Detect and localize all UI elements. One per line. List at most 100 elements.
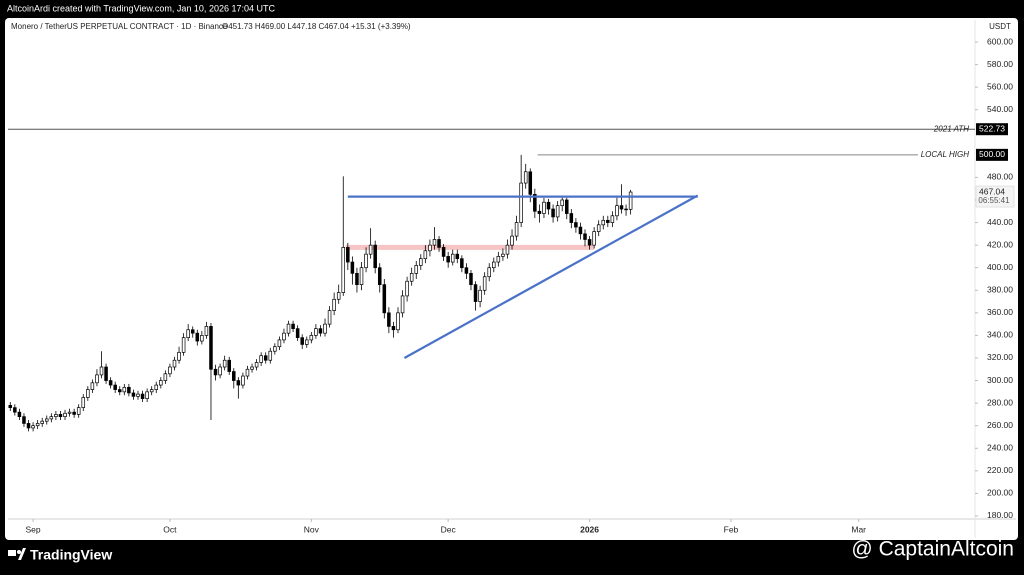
x-tick-label: Oct xyxy=(163,524,177,534)
candle-body xyxy=(263,355,268,361)
candle-body xyxy=(596,224,601,232)
candle-body xyxy=(159,380,163,386)
candle-body xyxy=(533,194,537,212)
candle-body xyxy=(409,272,414,282)
candle-body xyxy=(136,393,140,397)
candle-body xyxy=(195,332,200,342)
candle-body xyxy=(336,292,341,300)
candle-body xyxy=(99,366,104,376)
candle-body xyxy=(578,226,583,235)
candle-body xyxy=(419,258,423,266)
candle-body xyxy=(295,328,300,339)
candle-body xyxy=(551,208,555,218)
candle-body xyxy=(327,310,332,325)
candle-body xyxy=(95,374,99,384)
price-tag-label: 522.73 xyxy=(979,123,1005,133)
candle-body xyxy=(17,411,22,418)
candle-body xyxy=(227,359,231,372)
last-price-tag xyxy=(975,185,1015,208)
candle-body xyxy=(587,239,592,246)
candle-body xyxy=(90,382,95,390)
candle-body xyxy=(168,366,172,375)
candle-body xyxy=(496,256,501,263)
candle-body xyxy=(542,201,546,214)
x-tick-label: Sep xyxy=(26,524,41,534)
candle-body xyxy=(200,335,204,342)
candle-body xyxy=(76,407,81,415)
ohlc-label: O451.73 H469.00 L447.18 C467.04 +15.31 (… xyxy=(222,22,411,31)
candle-body xyxy=(291,323,295,329)
candle-body xyxy=(455,253,460,260)
candle-body xyxy=(487,267,491,278)
candle-body xyxy=(268,350,273,361)
candle-body xyxy=(49,416,54,420)
candle-body xyxy=(31,425,35,429)
candle-body xyxy=(117,389,122,393)
x-tick-label: 2026 xyxy=(580,524,599,534)
candle-body xyxy=(583,233,587,240)
candle-body xyxy=(314,328,318,336)
y-tick-label: 540.00 xyxy=(987,104,1013,114)
candle-body xyxy=(8,405,13,408)
zone xyxy=(345,244,595,250)
candle-body xyxy=(250,366,254,370)
candle-body xyxy=(13,407,17,413)
y-tick-label: 380.00 xyxy=(987,285,1013,295)
candle-body xyxy=(400,295,405,314)
candle-body xyxy=(510,235,514,246)
candle-body xyxy=(441,247,446,257)
candle-body xyxy=(359,267,364,285)
credit: AltcoinArdi created with TradingView.com… xyxy=(7,3,275,13)
candle-body xyxy=(222,359,227,368)
candle-body xyxy=(564,199,569,214)
y-tick-label: 280.00 xyxy=(987,397,1013,407)
candle-body xyxy=(72,411,76,415)
candle-body xyxy=(67,411,72,414)
candle-body xyxy=(460,258,464,269)
candle-body xyxy=(127,386,131,394)
x-tick-label: Feb xyxy=(724,524,739,534)
x-tick-label: Dec xyxy=(441,524,457,534)
candle-body xyxy=(122,386,127,393)
candle-body xyxy=(423,250,428,260)
candle-body xyxy=(58,414,63,418)
candle-body xyxy=(286,323,291,334)
candle-body xyxy=(140,393,145,399)
y-tick-label: 560.00 xyxy=(987,81,1013,91)
hline-label: 2021 ATH xyxy=(933,124,969,133)
candle-body xyxy=(437,239,441,248)
candle-body xyxy=(273,346,277,352)
candle-body xyxy=(113,384,117,390)
candle-body xyxy=(218,366,222,376)
candle-body xyxy=(377,267,382,285)
candle-body xyxy=(501,253,505,257)
candle-body xyxy=(282,332,286,341)
candle-body xyxy=(81,397,86,408)
candle-body xyxy=(560,199,564,206)
candle-body xyxy=(45,418,49,422)
y-tick-label: 240.00 xyxy=(987,443,1013,453)
candle-body xyxy=(450,253,455,263)
candle-body xyxy=(492,261,496,269)
y-tick-label: 400.00 xyxy=(987,262,1013,272)
candle-body xyxy=(537,210,542,214)
price-tag xyxy=(976,123,1008,136)
hline-label: LOCAL HIGH xyxy=(921,150,970,159)
watermark: @ CaptainAltcoin xyxy=(851,538,1014,561)
chart-title: Monero / TetherUS PERPETUAL CONTRACT · 1… xyxy=(11,22,228,31)
y-tick-label: 260.00 xyxy=(987,420,1013,430)
candle-body xyxy=(601,219,606,226)
candle-body xyxy=(473,284,478,302)
last-price: 467.04 xyxy=(979,186,1005,196)
candle-body xyxy=(624,208,628,211)
candle-body xyxy=(254,362,259,368)
candle-body xyxy=(569,213,574,223)
candle-body xyxy=(610,215,615,223)
candle-body xyxy=(405,280,409,297)
candle-body xyxy=(22,416,26,424)
candle-body xyxy=(482,276,487,291)
candle-body xyxy=(464,267,469,274)
candle-body xyxy=(300,337,304,345)
candle-body xyxy=(364,253,368,269)
candle-body xyxy=(145,391,149,399)
